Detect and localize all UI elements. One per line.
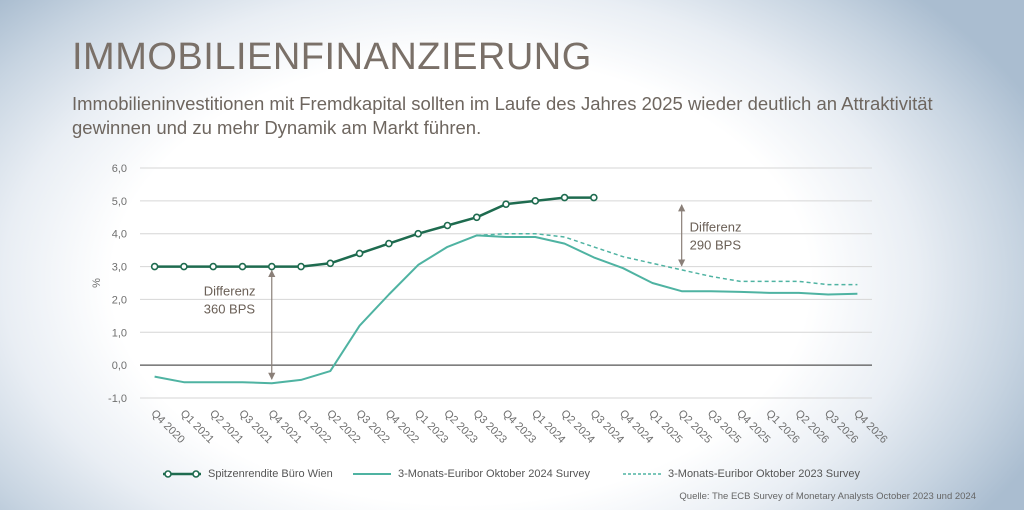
data-point: [238, 262, 247, 271]
annotation-value: 290 BPS: [690, 238, 742, 253]
legend-item-euribor-2024: 3-Monats-Euribor Oktober 2024 Survey: [352, 468, 590, 480]
data-point: [531, 197, 540, 205]
y-tick-label: 4,0: [112, 229, 127, 241]
source-note: Quelle: The ECB Survey of Monetary Analy…: [679, 491, 976, 502]
data-point: [414, 229, 422, 238]
legend-swatch-solid: [353, 473, 391, 475]
y-tick-label: 3,0: [112, 262, 127, 274]
series-line: [476, 232, 858, 286]
data-point: [267, 262, 276, 271]
legend-item-spitzenrendite: Spitzenrendite Büro Wien: [162, 468, 333, 480]
y-tick-label: 6,0: [112, 163, 127, 175]
legend-swatch-solid-markers: [163, 470, 201, 478]
legend-swatch-dashed: [623, 473, 661, 475]
legend-label: Spitzenrendite Büro Wien: [208, 468, 333, 480]
annotation-value: 360 BPS: [204, 301, 256, 316]
data-point: [502, 200, 510, 208]
y-tick-label: 1,0: [112, 327, 127, 339]
page-title: IMMOBILIENFINANZIERUNG: [72, 36, 592, 78]
data-point: [590, 193, 598, 202]
data-point: [472, 213, 481, 222]
data-point: [297, 262, 305, 271]
legend-label: 3-Monats-Euribor Oktober 2023 Survey: [668, 468, 860, 480]
chart-legend: Spitzenrendite Büro Wien 3-Monats-Euribo…: [0, 468, 1024, 488]
data-point: [150, 262, 159, 271]
y-tick-label: -1,0: [108, 393, 127, 405]
y-tick-label: 5,0: [112, 196, 127, 208]
y-tick-label: 2,0: [112, 294, 127, 306]
y-axis-label: %: [91, 278, 103, 288]
page-subtitle: Immobilieninvestitionen mit Fremdkapital…: [72, 93, 933, 138]
legend-item-euribor-2023: 3-Monats-Euribor Oktober 2023 Survey: [622, 468, 860, 480]
annotation-label: Differenz: [204, 283, 256, 298]
legend-label: 3-Monats-Euribor Oktober 2024 Survey: [398, 468, 590, 480]
data-point: [443, 221, 452, 230]
data-point: [180, 262, 188, 271]
series-line: [154, 196, 594, 268]
data-point: [209, 262, 217, 271]
data-point: [326, 259, 335, 268]
data-point: [355, 249, 364, 258]
y-tick-label: 0,0: [112, 360, 127, 372]
series-line: [154, 234, 858, 385]
data-point: [560, 193, 569, 202]
annotation-label: Differenz: [690, 220, 742, 235]
data-point: [385, 239, 393, 248]
